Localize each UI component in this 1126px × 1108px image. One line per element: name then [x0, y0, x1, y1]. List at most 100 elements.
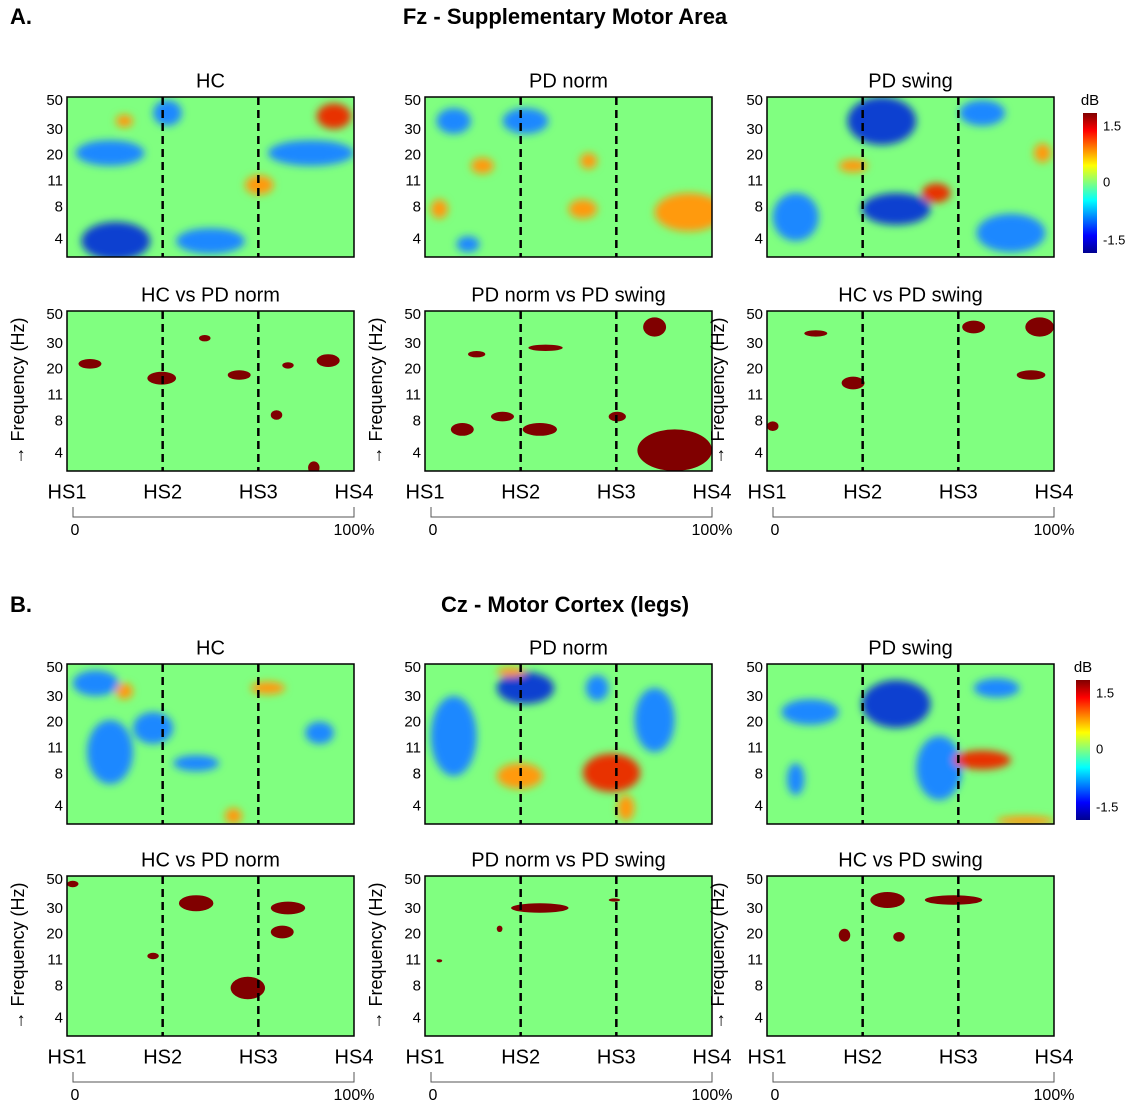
y-tick-label: 8	[55, 198, 63, 215]
panel-title: PD norm	[529, 70, 608, 92]
colorbar-tick-label: -1.5	[1103, 232, 1125, 247]
significance-blob	[78, 359, 102, 369]
significance-blob	[230, 976, 266, 1000]
colorbar-tick-label: -1.5	[1096, 799, 1118, 814]
y-tick-label: 20	[46, 361, 63, 378]
panel-blobs	[67, 880, 306, 1000]
y-tick-label: 11	[405, 173, 421, 190]
y-tick-label: 11	[47, 173, 63, 190]
significance-blob	[270, 410, 283, 420]
y-tick-label: 50	[404, 92, 421, 109]
power-blob	[838, 159, 868, 173]
y-tick-label: 20	[404, 926, 421, 943]
power-blob	[921, 183, 951, 203]
power-blob	[568, 199, 598, 219]
panel-title: PD swing	[868, 70, 952, 92]
y-tick-label: 30	[404, 900, 421, 917]
panel-frame	[66, 310, 355, 472]
y-axis-label: → Frequency (Hz)	[708, 882, 728, 1029]
power-blob	[316, 103, 352, 129]
panel-background	[767, 311, 1054, 471]
x-tick-label: HS2	[501, 481, 540, 503]
x-tick-label: HS3	[597, 481, 636, 503]
panel-blobs	[767, 317, 1054, 432]
y-tick-label: 50	[746, 659, 763, 676]
blur-group	[75, 100, 354, 257]
significance-blob	[893, 932, 905, 942]
power-blob	[87, 720, 134, 784]
y-tick-label: 8	[55, 977, 63, 994]
power-blob	[1033, 143, 1052, 163]
x-tick-label: HS4	[693, 481, 732, 503]
power-blob	[456, 236, 480, 253]
y-axis-label: → Frequency (Hz)	[8, 317, 28, 464]
significance-blob	[496, 925, 503, 932]
panel-title: HC vs PD norm	[141, 284, 280, 306]
significance-blob	[637, 429, 712, 471]
y-tick-label: 20	[746, 147, 763, 164]
significance-blob	[199, 335, 211, 342]
y-tick-label: 8	[755, 765, 763, 782]
power-blob	[496, 672, 555, 704]
panel-frame	[766, 875, 1055, 1037]
y-tick-label: 4	[755, 444, 763, 461]
significance-blob	[491, 411, 514, 422]
range-bracket	[72, 1072, 355, 1083]
significance-blob	[511, 903, 569, 913]
x-tick-label: HS2	[143, 1046, 182, 1068]
power-blob	[75, 140, 145, 166]
significance-blob	[767, 421, 779, 432]
y-tick-label: 50	[404, 659, 421, 676]
range-label: 0	[71, 522, 80, 539]
significance-blob	[147, 952, 159, 960]
panel-title: PD norm vs PD swing	[471, 284, 666, 306]
x-tick-label: HS2	[501, 1046, 540, 1068]
y-tick-label: 11	[747, 387, 763, 404]
power-blob	[654, 193, 712, 232]
range-label: 0	[771, 522, 780, 539]
panel-blobs	[781, 678, 1054, 824]
power-blob	[617, 795, 635, 821]
x-tick-label: HS3	[239, 481, 278, 503]
x-tick-label: HS3	[939, 481, 978, 503]
y-tick-label: 50	[746, 871, 763, 888]
y-axis-label: → Frequency (Hz)	[708, 317, 728, 464]
y-tick-label: 4	[755, 797, 763, 814]
y-tick-label: 50	[46, 92, 63, 109]
y-tick-label: 4	[413, 444, 421, 461]
y-tick-label: 20	[46, 926, 63, 943]
power-blob	[996, 816, 1054, 824]
x-tick-label: HS1	[406, 1046, 445, 1068]
x-tick-label: HS4	[1035, 481, 1074, 503]
power-blob	[173, 755, 220, 772]
power-blob	[81, 221, 151, 257]
colorbar	[1076, 680, 1090, 820]
x-tick-label: HS2	[843, 1046, 882, 1068]
y-tick-label: 8	[413, 412, 421, 429]
power-blob	[973, 678, 1020, 698]
panel-frame	[766, 96, 1055, 258]
significance-blob	[522, 423, 558, 436]
power-blob	[916, 736, 963, 800]
y-tick-label: 30	[746, 900, 763, 917]
x-tick-label: HS1	[48, 1046, 87, 1068]
significance-blob	[270, 901, 306, 915]
x-tick-label: HS1	[48, 481, 87, 503]
panel-title: HC vs PD norm	[141, 849, 280, 871]
significance-blob	[804, 330, 828, 337]
y-axis-label: → Frequency (Hz)	[366, 882, 386, 1029]
power-blob	[634, 688, 675, 752]
significance-blob	[282, 362, 294, 369]
power-blob	[496, 667, 526, 677]
y-tick-label: 8	[55, 765, 63, 782]
panel-blobs	[436, 898, 621, 963]
range-label: 0	[429, 1087, 438, 1104]
y-tick-label: 8	[413, 765, 421, 782]
y-tick-label: 4	[413, 1009, 421, 1026]
power-blob	[430, 199, 448, 219]
y-tick-label: 50	[404, 306, 421, 323]
y-tick-label: 30	[46, 335, 63, 352]
blur-group	[430, 108, 712, 253]
panel-blobs	[78, 335, 340, 471]
y-tick-label: 50	[46, 871, 63, 888]
